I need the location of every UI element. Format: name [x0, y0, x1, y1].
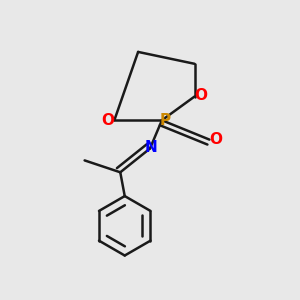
Text: O: O: [209, 132, 223, 147]
Text: O: O: [195, 88, 208, 103]
Text: O: O: [101, 113, 114, 128]
Text: N: N: [145, 140, 158, 154]
Text: P: P: [160, 113, 171, 128]
